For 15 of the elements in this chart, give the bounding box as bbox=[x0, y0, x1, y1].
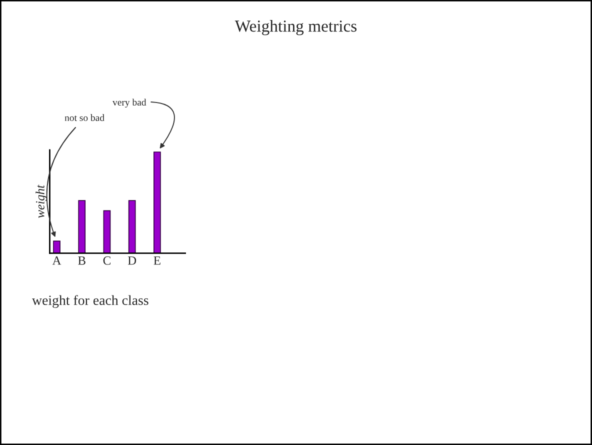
annotation: very bad bbox=[112, 98, 146, 108]
x-tick-label: B bbox=[78, 256, 86, 265]
x-tick-label: E bbox=[154, 256, 160, 265]
bar bbox=[53, 240, 60, 254]
bar bbox=[128, 200, 136, 254]
bar bbox=[103, 210, 111, 254]
y-axis-title: weight bbox=[36, 184, 47, 218]
x-tick-label: C bbox=[103, 256, 110, 265]
bar bbox=[153, 152, 161, 254]
x-tick-label: A bbox=[52, 256, 62, 265]
text: Weighting metrics bbox=[234, 20, 357, 36]
x-axis-title: weight for each class bbox=[32, 295, 148, 308]
bar bbox=[78, 200, 86, 254]
x-tick-label: D bbox=[128, 256, 136, 265]
annotation: not so bad bbox=[64, 114, 104, 122]
